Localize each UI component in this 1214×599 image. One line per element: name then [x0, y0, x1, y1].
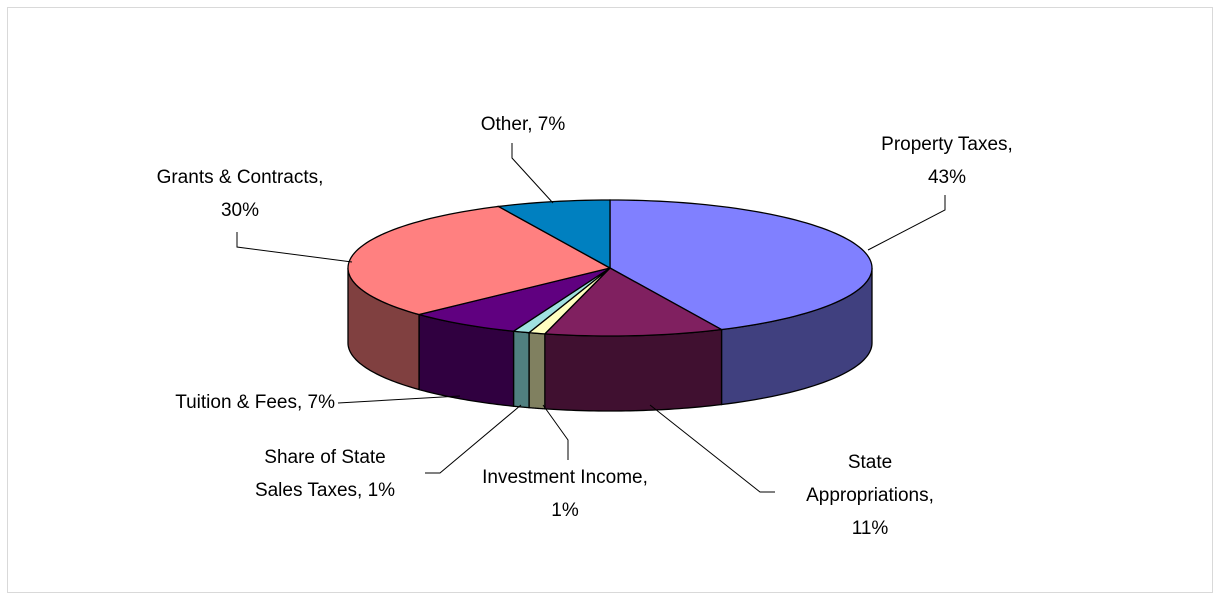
slice-side	[528, 331, 546, 410]
data-label: Share of State	[264, 447, 385, 468]
leader-line	[867, 195, 946, 251]
slice	[347, 205, 612, 316]
leader-line	[649, 404, 775, 493]
slice	[496, 199, 611, 270]
data-label: State	[848, 452, 892, 473]
data-label: Appropriations,	[806, 485, 934, 506]
data-label: 1%	[551, 500, 579, 521]
data-label: Sales Taxes, 1%	[255, 480, 395, 501]
leader-line	[511, 143, 554, 204]
slice-side	[544, 328, 723, 412]
pie-sides	[347, 267, 873, 412]
data-label: Other, 7%	[481, 114, 566, 135]
data-label: Investment Income,	[482, 467, 648, 488]
leader-line	[425, 404, 522, 474]
slice-side	[512, 330, 530, 409]
slice	[609, 199, 873, 331]
data-label: Grants & Contracts,	[157, 167, 324, 188]
leader-line	[337, 395, 461, 404]
pie-tops	[347, 199, 873, 337]
leader-line	[236, 232, 353, 263]
leader-line	[542, 404, 569, 460]
pie-labels: Property Taxes, 43% State Appropriations, 11…	[157, 114, 1013, 539]
data-label: 30%	[221, 200, 259, 221]
data-label: 11%	[852, 518, 889, 539]
slice	[543, 267, 724, 337]
data-label: 43%	[928, 167, 966, 188]
slice	[418, 267, 611, 332]
data-label: Property Taxes,	[881, 134, 1013, 155]
data-label: Tuition & Fees, 7%	[175, 392, 335, 413]
